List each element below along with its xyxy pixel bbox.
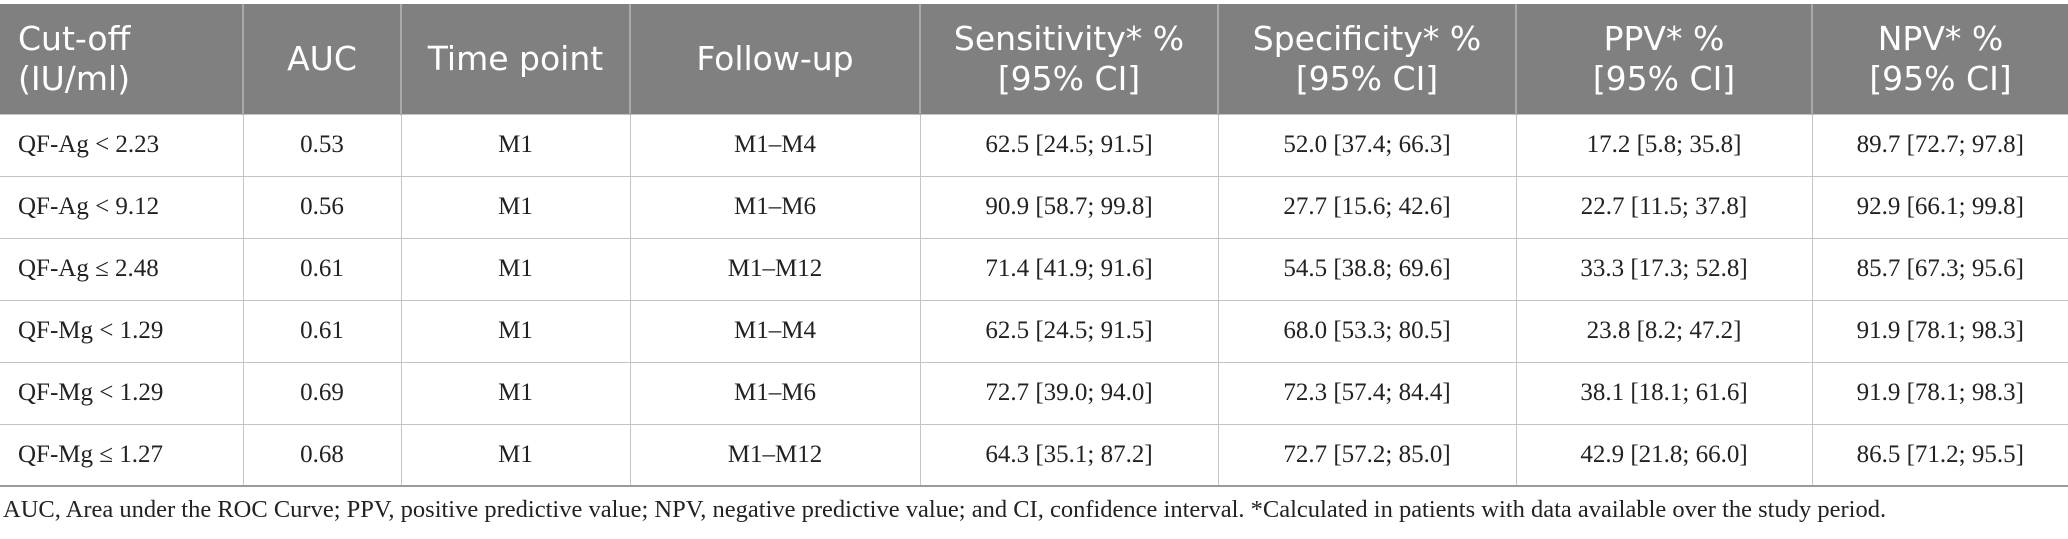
cell-sensitivity: 64.3 [35.1; 87.2] xyxy=(919,423,1219,487)
cell-cutoff: QF-Ag < 2.23 xyxy=(0,113,244,177)
results-table-container: Cut-off (IU/ml) AUC Time point Follow-up… xyxy=(0,4,2068,487)
cell-follow-up: M1–M4 xyxy=(629,113,921,177)
cell-specificity: 68.0 [53.3; 80.5] xyxy=(1217,299,1517,363)
cell-specificity: 27.7 [15.6; 42.6] xyxy=(1217,175,1517,239)
cell-time-point: M1 xyxy=(400,423,631,487)
cell-auc: 0.56 xyxy=(242,175,402,239)
cell-time-point: M1 xyxy=(400,361,631,425)
cell-sensitivity: 72.7 [39.0; 94.0] xyxy=(919,361,1219,425)
cell-npv: 86.5 [71.2; 95.5] xyxy=(1811,423,2068,487)
cell-auc: 0.61 xyxy=(242,299,402,363)
cell-cutoff: QF-Mg < 1.29 xyxy=(0,361,244,425)
cell-cutoff: QF-Mg < 1.29 xyxy=(0,299,244,363)
cell-auc: 0.68 xyxy=(242,423,402,487)
cell-follow-up: M1–M6 xyxy=(629,175,921,239)
table-row: QF-Mg < 1.29 0.61 M1 M1–M4 62.5 [24.5; 9… xyxy=(0,299,2068,363)
results-table: Cut-off (IU/ml) AUC Time point Follow-up… xyxy=(0,4,2068,487)
cell-ppv: 23.8 [8.2; 47.2] xyxy=(1515,299,1813,363)
cell-ppv: 38.1 [18.1; 61.6] xyxy=(1515,361,1813,425)
header-sensitivity: Sensitivity* % [95% CI] xyxy=(920,4,1219,114)
cell-cutoff: QF-Mg ≤ 1.27 xyxy=(0,423,244,487)
cell-follow-up: M1–M4 xyxy=(629,299,921,363)
table-body: QF-Ag < 2.23 0.53 M1 M1–M4 62.5 [24.5; 9… xyxy=(0,113,2068,487)
cell-sensitivity: 90.9 [58.7; 99.8] xyxy=(919,175,1219,239)
cell-npv: 92.9 [66.1; 99.8] xyxy=(1811,175,2068,239)
cell-follow-up: M1–M12 xyxy=(629,237,921,301)
cell-follow-up: M1–M12 xyxy=(629,423,921,487)
cell-time-point: M1 xyxy=(400,175,631,239)
cell-npv: 91.9 [78.1; 98.3] xyxy=(1811,361,2068,425)
cell-follow-up: M1–M6 xyxy=(629,361,921,425)
header-row: Cut-off (IU/ml) AUC Time point Follow-up… xyxy=(0,4,2068,114)
header-ppv: PPV* % [95% CI] xyxy=(1516,4,1813,114)
cell-time-point: M1 xyxy=(400,299,631,363)
table-row: QF-Ag < 9.12 0.56 M1 M1–M6 90.9 [58.7; 9… xyxy=(0,175,2068,239)
cell-sensitivity: 71.4 [41.9; 91.6] xyxy=(919,237,1219,301)
table-row: QF-Ag < 2.23 0.53 M1 M1–M4 62.5 [24.5; 9… xyxy=(0,113,2068,177)
cell-specificity: 54.5 [38.8; 69.6] xyxy=(1217,237,1517,301)
cell-cutoff: QF-Ag < 9.12 xyxy=(0,175,244,239)
table-row: QF-Mg < 1.29 0.69 M1 M1–M6 72.7 [39.0; 9… xyxy=(0,361,2068,425)
cell-ppv: 33.3 [17.3; 52.8] xyxy=(1515,237,1813,301)
cell-auc: 0.61 xyxy=(242,237,402,301)
cell-npv: 91.9 [78.1; 98.3] xyxy=(1811,299,2068,363)
cell-cutoff: QF-Ag ≤ 2.48 xyxy=(0,237,244,301)
cell-time-point: M1 xyxy=(400,237,631,301)
table-footnote: AUC, Area under the ROC Curve; PPV, posi… xyxy=(3,496,1887,523)
cell-npv: 85.7 [67.3; 95.6] xyxy=(1811,237,2068,301)
cell-auc: 0.53 xyxy=(242,113,402,177)
header-time-point: Time point xyxy=(401,4,631,114)
cell-specificity: 72.7 [57.2; 85.0] xyxy=(1217,423,1517,487)
cell-ppv: 42.9 [21.8; 66.0] xyxy=(1515,423,1813,487)
cell-time-point: M1 xyxy=(400,113,631,177)
cell-sensitivity: 62.5 [24.5; 91.5] xyxy=(919,299,1219,363)
header-specificity: Specificity* % [95% CI] xyxy=(1218,4,1517,114)
cell-specificity: 52.0 [37.4; 66.3] xyxy=(1217,113,1517,177)
cell-specificity: 72.3 [57.4; 84.4] xyxy=(1217,361,1517,425)
table-header: Cut-off (IU/ml) AUC Time point Follow-up… xyxy=(0,4,2068,114)
header-follow-up: Follow-up xyxy=(630,4,921,114)
cell-auc: 0.69 xyxy=(242,361,402,425)
header-npv: NPV* % [95% CI] xyxy=(1812,4,2068,114)
cell-npv: 89.7 [72.7; 97.8] xyxy=(1811,113,2068,177)
cell-ppv: 17.2 [5.8; 35.8] xyxy=(1515,113,1813,177)
table-row: QF-Mg ≤ 1.27 0.68 M1 M1–M12 64.3 [35.1; … xyxy=(0,423,2068,487)
table-row: QF-Ag ≤ 2.48 0.61 M1 M1–M12 71.4 [41.9; … xyxy=(0,237,2068,301)
cell-ppv: 22.7 [11.5; 37.8] xyxy=(1515,175,1813,239)
cell-sensitivity: 62.5 [24.5; 91.5] xyxy=(919,113,1219,177)
header-auc: AUC xyxy=(243,4,402,114)
header-cutoff: Cut-off (IU/ml) xyxy=(0,4,244,114)
